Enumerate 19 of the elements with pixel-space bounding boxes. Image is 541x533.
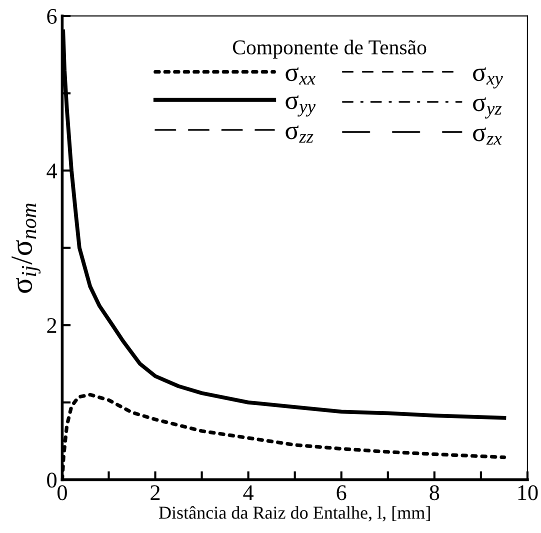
- x-axis-title: Distância da Raiz do Entalhe, l, [mm]: [158, 506, 430, 522]
- legend-label: σ$_{zz}$: [286, 125, 314, 143]
- x-tick-label: 8: [430, 485, 440, 500]
- legend-label: σ$_{yy}$: [286, 95, 316, 117]
- legend-title: Componente de Tensão: [232, 40, 426, 59]
- x-tick-label: 4: [243, 485, 254, 500]
- x-tick-label: 10: [518, 485, 538, 500]
- x-tick-label: 0: [58, 485, 67, 500]
- y-tick-label: 2: [47, 318, 56, 333]
- legend-label: σ$_{xy}$: [473, 67, 503, 88]
- y-tick-label: 6: [47, 8, 57, 24]
- x-tick-label: 2: [150, 485, 160, 500]
- legend-label: σ$_{yz}$: [473, 97, 502, 119]
- y-axis-title: σ$_{ij}$/σ$_{nom}$: [12, 204, 41, 293]
- legend-label: σ$_{xx}$: [286, 67, 316, 84]
- x-tick-label: 6: [336, 485, 346, 500]
- legend-label: σ$_{zx}$: [473, 128, 502, 145]
- y-tick-label: 4: [46, 164, 58, 178]
- y-tick-label: 0: [47, 472, 57, 488]
